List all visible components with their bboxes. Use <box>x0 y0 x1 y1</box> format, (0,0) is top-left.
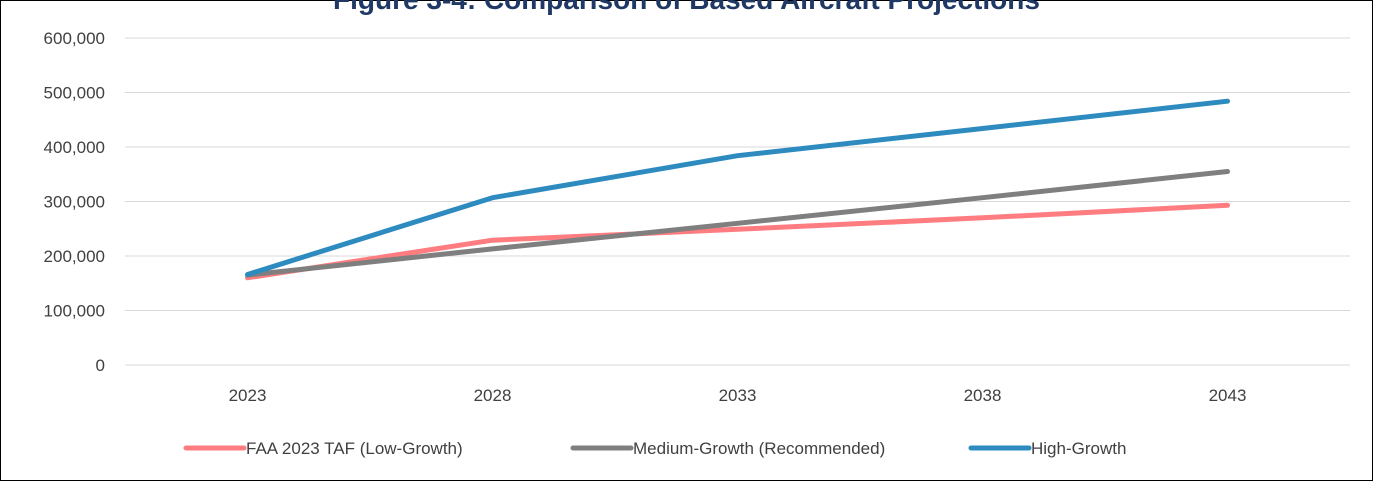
series-line-3 <box>245 98 1230 277</box>
legend-label-3: High-Growth <box>1031 439 1126 458</box>
x-tick-label: 2033 <box>719 386 757 405</box>
series-line-1 <box>245 202 1230 281</box>
x-axis-ticks: 2023 2028 2033 2038 2043 <box>229 386 1247 405</box>
y-tick-label: 400,000 <box>44 138 105 157</box>
y-tick-label: 500,000 <box>44 84 105 103</box>
series-line-2 <box>245 169 1230 278</box>
x-tick-label: 2028 <box>474 386 512 405</box>
y-axis-ticks: 0 100,000 200,000 300,000 400,000 500,000 600,… <box>44 29 105 375</box>
y-tick-label: 200,000 <box>44 247 105 266</box>
y-tick-label: 0 <box>96 356 105 375</box>
y-tick-label: 300,000 <box>44 193 105 212</box>
y-tick-label: 600,000 <box>44 29 105 48</box>
legend-label-2: Medium-Growth (Recommended) <box>633 439 885 458</box>
series-lines <box>245 98 1230 281</box>
chart-title: Figure 3-4: Comparison of Based Aircraft… <box>0 0 1373 16</box>
x-tick-label: 2023 <box>229 386 267 405</box>
legend: FAA 2023 TAF (Low-Growth) Medium-Growth (… <box>183 439 1126 458</box>
y-tick-label: 100,000 <box>44 302 105 321</box>
legend-label-1: FAA 2023 TAF (Low-Growth) <box>246 439 463 458</box>
x-tick-label: 2038 <box>964 386 1002 405</box>
gridlines <box>125 37 1350 366</box>
x-tick-label: 2043 <box>1209 386 1247 405</box>
